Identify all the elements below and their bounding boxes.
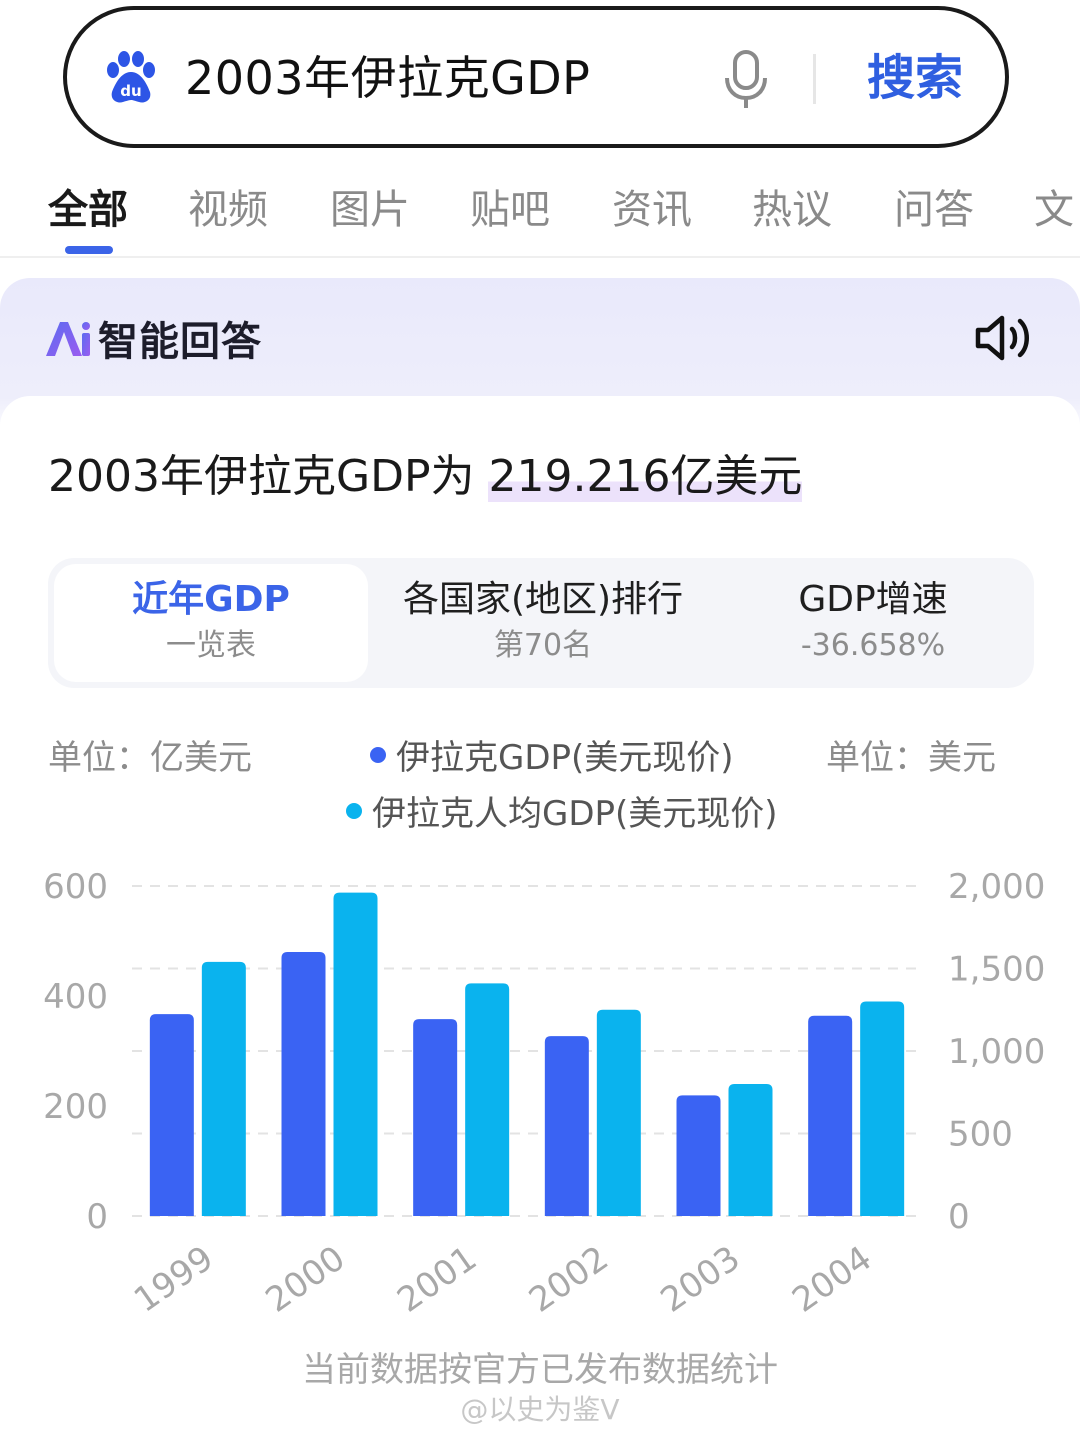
y-tick-label-left: 0: [86, 1197, 108, 1237]
answer-text: 2003年伊拉克GDP为 219.216亿美元: [48, 448, 803, 506]
bar-gdp-per-capita: [465, 983, 510, 1216]
baidu-logo-icon: du: [107, 51, 155, 103]
x-tick-label: 2004: [785, 1238, 879, 1320]
ai-logo-icon: [46, 322, 90, 356]
bar-gdp: [281, 952, 326, 1216]
legend-dot: [346, 802, 362, 819]
tab-images[interactable]: 图片: [330, 187, 410, 233]
x-tick-label: 2001: [390, 1238, 484, 1320]
y-tick-label-right: 1,500: [948, 950, 1045, 990]
segment-control: 近年GDP 一览表 各国家(地区)排行 第70名 GDP增速 -36.658%: [48, 558, 1034, 688]
bar-gdp-per-capita: [596, 1009, 641, 1216]
segment-recent-gdp[interactable]: 近年GDP 一览表: [54, 564, 368, 682]
svg-text:du: du: [120, 82, 141, 100]
y-tick-label-right: 500: [948, 1115, 1013, 1155]
segment-label: 近年GDP: [132, 579, 290, 620]
legend-dot: [370, 746, 386, 763]
legend-item-gdp: 伊拉克GDP(美元现价): [370, 730, 734, 779]
divider: [813, 54, 816, 104]
gdp-bar-chart: 0 200 400 600 0 500 1,000 1,500 2,000 1999 2000 200…: [43, 867, 1045, 1321]
legend-item-gdp-per-capita: 伊拉克人均GDP(美元现价): [346, 786, 778, 835]
tab-video[interactable]: 视频: [188, 187, 268, 233]
bar-gdp: [676, 1095, 721, 1216]
segment-sublabel: 第70名: [493, 628, 593, 663]
tab-news[interactable]: 资讯: [612, 187, 692, 233]
bar-gdp-per-capita: [201, 961, 246, 1216]
segment-sublabel: 一览表: [166, 628, 256, 663]
bar-gdp: [808, 1015, 853, 1216]
bar-gdp: [149, 1014, 194, 1216]
search-button[interactable]: 搜索: [867, 50, 964, 106]
legend-label: 伊拉克GDP(美元现价): [396, 738, 734, 778]
bar-gdp-per-capita: [333, 892, 378, 1216]
answer-content: 2003年伊拉克GDP为 219.216亿美元 近年GDP 一览表 各国家(地区…: [0, 396, 1080, 1435]
y-tick-label-right: 0: [948, 1197, 970, 1237]
watermark: @以史为鉴V: [460, 1393, 620, 1426]
right-axis-unit: 单位：美元: [826, 738, 996, 778]
search-input[interactable]: 2003年伊拉克GDP: [185, 51, 591, 105]
tab-hot[interactable]: 热议: [752, 187, 832, 233]
data-footnote: 当前数据按官方已发布数据统计: [302, 1350, 778, 1390]
x-tick-label: 1999: [127, 1238, 221, 1320]
bar-gdp: [544, 1036, 589, 1216]
segment-ranking[interactable]: 各国家(地区)排行 第70名: [378, 564, 708, 682]
ai-header: 智能回答: [44, 308, 262, 368]
answer-value: 219.216亿美元: [488, 451, 803, 502]
tab-all[interactable]: 全部: [48, 187, 128, 233]
tab-wen[interactable]: 文: [1034, 187, 1074, 233]
microphone-icon[interactable]: [723, 50, 769, 112]
tab-qa[interactable]: 问答: [894, 187, 974, 233]
x-tick-label: 2000: [259, 1238, 353, 1320]
y-tick-label-left: 400: [43, 977, 108, 1017]
y-tick-label-left: 600: [43, 867, 108, 907]
x-tick-label: 2002: [522, 1238, 616, 1320]
search-box[interactable]: du 2003年伊拉克GDP 搜索: [63, 6, 1009, 148]
ai-title: 智能回答: [98, 319, 262, 365]
legend-label: 伊拉克人均GDP(美元现价): [372, 794, 778, 834]
bar-gdp: [413, 1019, 458, 1216]
tab-bar: 全部 视频 图片 贴吧 资讯 热议 问答 文: [0, 168, 1080, 258]
y-tick-label-right: 1,000: [948, 1032, 1045, 1072]
y-tick-label-left: 200: [43, 1087, 108, 1127]
tab-tieba[interactable]: 贴吧: [470, 187, 550, 233]
bar-gdp-per-capita: [860, 1001, 905, 1216]
bar-gdp-per-capita: [728, 1084, 773, 1216]
ai-answer-card: 智能回答 2003年伊拉克GDP为 219.216亿美元 近年GDP 一览表 各…: [0, 278, 1080, 1435]
left-axis-unit: 单位：亿美元: [48, 738, 252, 778]
x-tick-label: 2003: [654, 1238, 748, 1320]
active-tab-indicator: [65, 246, 113, 254]
answer-prefix: 2003年伊拉克GDP为: [48, 451, 489, 502]
segment-label: GDP增速: [798, 579, 948, 620]
speaker-icon[interactable]: [974, 312, 1036, 364]
segment-label: 各国家(地区)排行: [402, 579, 684, 620]
segment-sublabel: -36.658%: [800, 628, 946, 663]
segment-growth[interactable]: GDP增速 -36.658%: [718, 564, 1028, 682]
y-tick-label-right: 2,000: [948, 867, 1045, 907]
search-area: du 2003年伊拉克GDP 搜索: [0, 0, 1080, 165]
